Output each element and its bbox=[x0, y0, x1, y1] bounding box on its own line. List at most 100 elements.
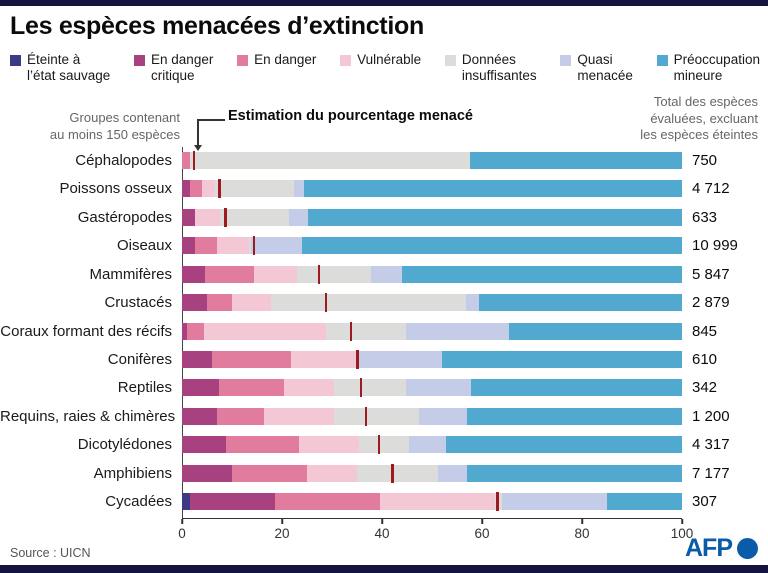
bar-segment-en bbox=[207, 294, 232, 312]
bar-segment-lc bbox=[402, 265, 682, 283]
chart-row: Reptiles 342 bbox=[0, 374, 768, 402]
x-axis: 0 20 40 60 80 100 bbox=[178, 518, 693, 545]
threat-estimate-marker bbox=[324, 293, 327, 313]
annotation-arrow-icon bbox=[194, 145, 202, 151]
bar-segment-nt bbox=[408, 436, 446, 454]
bar-segment-en bbox=[217, 407, 264, 425]
bar-segment-lc bbox=[302, 237, 682, 255]
legend-item-nt: Quasi menacée bbox=[560, 52, 633, 84]
threat-estimate-marker bbox=[192, 150, 195, 170]
afp-logo: AFP bbox=[685, 534, 758, 563]
legend-label: Vulnérable bbox=[357, 52, 422, 67]
axis-tick-label: 40 bbox=[374, 526, 390, 541]
bar-segment-en bbox=[182, 151, 190, 169]
stacked-bar bbox=[182, 350, 682, 370]
bar-segment-lc bbox=[304, 180, 682, 198]
row-total: 10 999 bbox=[692, 237, 738, 255]
legend-label: En danger bbox=[254, 52, 317, 67]
row-label: Conifères bbox=[107, 351, 172, 369]
row-label: Coraux formant des récifs bbox=[0, 322, 172, 340]
legend-swatch-icon bbox=[340, 55, 352, 66]
bar-segment-dd bbox=[297, 265, 371, 283]
bar-segment-lc bbox=[466, 464, 682, 482]
bar-segment-nt bbox=[465, 294, 479, 312]
row-label: Reptiles bbox=[117, 379, 172, 397]
row-label: Poissons osseux bbox=[59, 180, 172, 198]
bar-segment-nt bbox=[502, 493, 607, 511]
legend-label: Éteinte à l’état sauvage bbox=[27, 52, 111, 83]
bar-segment-lc bbox=[467, 407, 682, 425]
chart-row: Oiseaux 10 999 bbox=[0, 231, 768, 259]
bar-segment-cr bbox=[182, 379, 219, 397]
bar-segment-nt bbox=[251, 237, 302, 255]
bar-segment-dd bbox=[248, 237, 251, 255]
row-label: Dicotylédones bbox=[77, 436, 172, 454]
stacked-bar bbox=[182, 293, 682, 313]
stacked-bar bbox=[182, 179, 682, 199]
bar-segment-lc bbox=[508, 322, 682, 340]
chart-row: Crustacés 2 879 bbox=[0, 288, 768, 316]
row-label: Gastéropodes bbox=[77, 208, 172, 226]
bar-segment-dd bbox=[220, 208, 289, 226]
stacked-bar bbox=[182, 236, 682, 256]
chart-row: Céphalopodes 750 bbox=[0, 146, 768, 174]
bar-segment-ew bbox=[182, 493, 190, 511]
threat-estimate-marker bbox=[252, 236, 255, 256]
axis-tick-label: 80 bbox=[574, 526, 590, 541]
annotation-connector-vertical bbox=[197, 119, 199, 145]
chart-row: Amphibiens 7 177 bbox=[0, 459, 768, 487]
bar-segment-en bbox=[218, 379, 284, 397]
bar-segment-en bbox=[187, 322, 204, 340]
legend-item-en: En danger bbox=[237, 52, 316, 68]
bar-segment-en bbox=[190, 180, 202, 198]
threat-estimate-marker bbox=[359, 378, 362, 398]
chart-row: Cycadées 307 bbox=[0, 488, 768, 516]
row-label: Céphalopodes bbox=[75, 151, 172, 169]
row-total: 4 712 bbox=[692, 180, 730, 198]
legend-swatch-icon bbox=[134, 55, 146, 66]
row-total: 5 847 bbox=[692, 265, 730, 283]
legend: Éteinte à l’état sauvage En danger critiq… bbox=[10, 52, 760, 84]
legend-label: Préoccupation mineure bbox=[673, 52, 760, 83]
bottom-edge-bar bbox=[0, 565, 768, 573]
bar-segment-cr bbox=[182, 294, 207, 312]
bar-segment-nt bbox=[370, 265, 402, 283]
bar-segment-cr bbox=[182, 322, 187, 340]
bar-segment-vu bbox=[379, 493, 495, 511]
stacked-bar bbox=[182, 207, 682, 227]
axis-tick-label: 60 bbox=[474, 526, 490, 541]
bar-segment-dd bbox=[358, 436, 409, 454]
bar-segment-vu bbox=[202, 180, 215, 198]
row-total: 633 bbox=[692, 208, 718, 226]
chart-row: Gastéropodes 633 bbox=[0, 203, 768, 231]
row-total: 342 bbox=[692, 379, 718, 397]
page-title: Les espèces menacées d’extinction bbox=[10, 12, 424, 40]
threat-estimate-marker bbox=[496, 492, 499, 512]
legend-swatch-icon bbox=[237, 55, 249, 66]
threat-estimate-marker bbox=[356, 350, 359, 370]
bar-segment-en bbox=[195, 237, 217, 255]
row-label: Requins, raies & chimères bbox=[0, 407, 176, 425]
bar-segment-lc bbox=[607, 493, 682, 511]
bar-segment-lc bbox=[445, 436, 682, 454]
row-label: Mammifères bbox=[89, 265, 172, 283]
bar-segment-cr bbox=[182, 237, 195, 255]
bar-segment-nt bbox=[438, 464, 467, 482]
chart-row: Conifères 610 bbox=[0, 345, 768, 373]
legend-label: Données insuffisantes bbox=[461, 52, 537, 83]
bar-segment-nt bbox=[288, 208, 308, 226]
axis-tick-label: 100 bbox=[670, 526, 694, 541]
bar-segment-vu bbox=[194, 208, 220, 226]
bar-segment-lc bbox=[470, 379, 682, 397]
annotation-total-note: Total des espèces évaluées, excluant les… bbox=[640, 94, 758, 143]
bar-segment-vu bbox=[253, 265, 297, 283]
bar-segment-vu bbox=[232, 294, 271, 312]
axis-tick bbox=[381, 519, 383, 524]
bar-segment-vu bbox=[283, 379, 334, 397]
afp-logo-circle-icon bbox=[737, 538, 758, 559]
annotation-threat-estimate: Estimation du pourcentage menacé bbox=[228, 108, 473, 124]
bar-segment-en bbox=[212, 351, 291, 369]
axis-tick-label: 20 bbox=[274, 526, 290, 541]
bar-segment-cr bbox=[182, 436, 226, 454]
